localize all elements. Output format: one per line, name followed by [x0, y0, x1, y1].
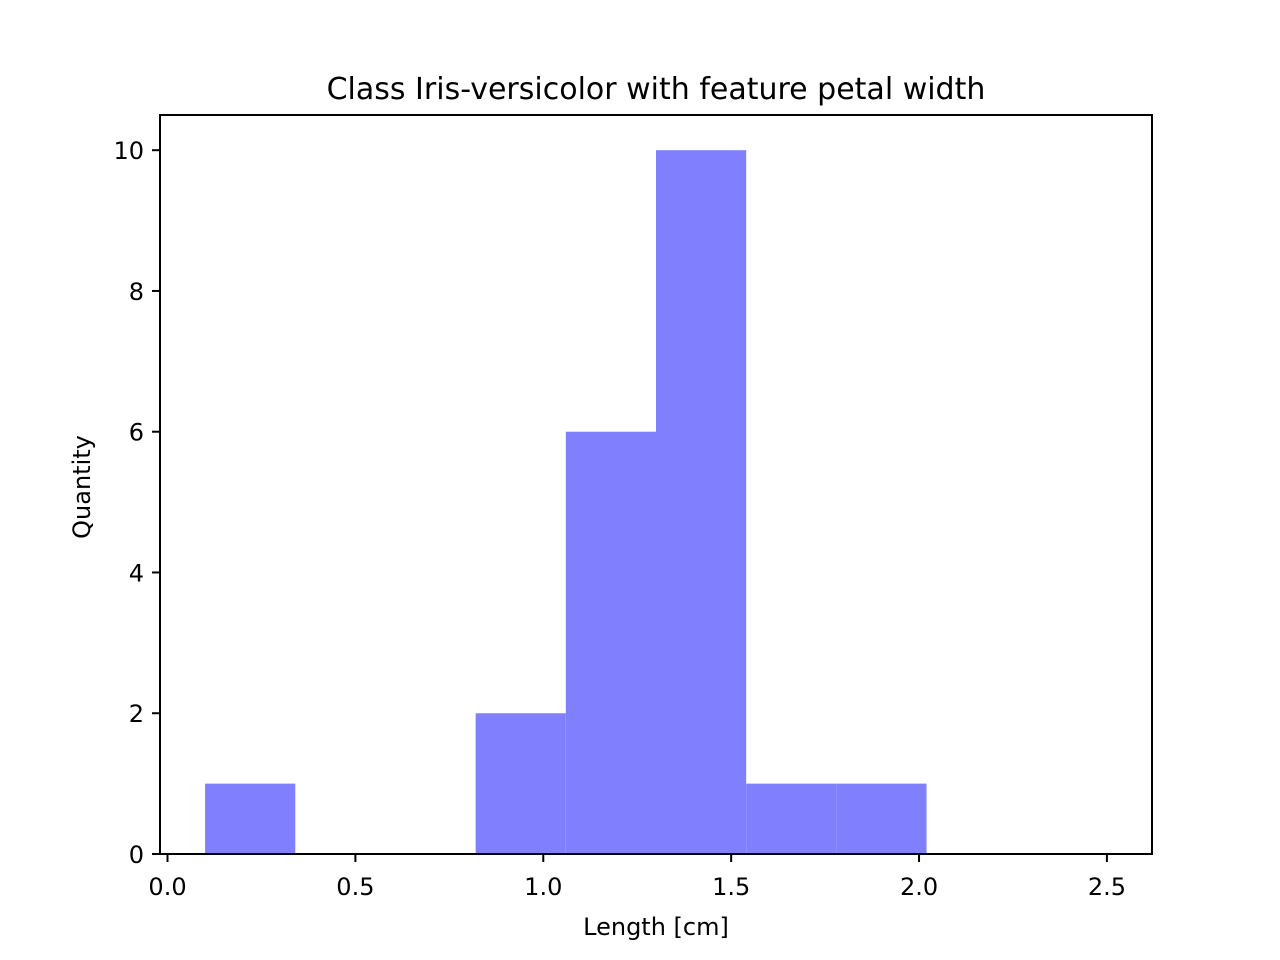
x-tick-label: 0.5 [336, 873, 374, 901]
x-tick-label: 2.5 [1088, 873, 1126, 901]
y-tick-label: 10 [113, 137, 144, 165]
y-tick-label: 4 [129, 559, 144, 587]
y-axis-label: Quantity [68, 435, 96, 539]
y-axis-ticks: 0 2 4 6 8 10 [113, 137, 160, 869]
bars-layer [205, 150, 927, 854]
y-tick-label: 0 [129, 841, 144, 869]
chart-title: Class Iris-versicolor with feature petal… [327, 72, 986, 107]
x-tick-label: 1.5 [712, 873, 750, 901]
x-tick-label: 2.0 [900, 873, 938, 901]
plot-area-frame [159, 114, 1153, 855]
histogram-bar [565, 431, 656, 854]
histogram-bar [746, 783, 837, 854]
x-tick-label: 0.0 [148, 873, 186, 901]
y-tick-label: 6 [129, 419, 144, 447]
y-tick-label: 2 [129, 700, 144, 728]
histogram-bar [475, 713, 566, 854]
y-tick-label: 8 [129, 278, 144, 306]
x-axis-label: Length [cm] [583, 913, 729, 941]
histogram-bar [836, 783, 927, 854]
histogram-bar [656, 150, 747, 854]
x-axis-ticks: 0.0 0.5 1.0 1.5 2.0 2.5 [148, 854, 1126, 901]
x-tick-label: 1.0 [524, 873, 562, 901]
histogram-bar [205, 783, 296, 854]
